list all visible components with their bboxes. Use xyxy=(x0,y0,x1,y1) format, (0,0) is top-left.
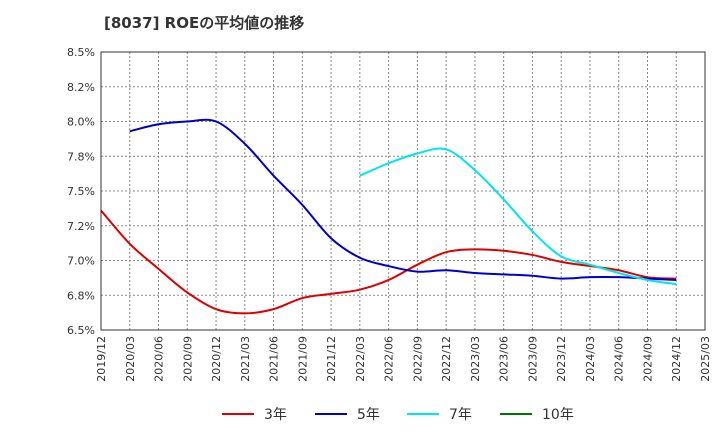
y-tick-label: 7.0% xyxy=(67,255,95,268)
y-tick-label: 7.8% xyxy=(67,150,95,163)
legend-label-2: 5年 xyxy=(357,407,380,423)
x-tick-label: 2022/12 xyxy=(440,336,453,382)
chart-title: [8037] ROEの平均値の推移 xyxy=(104,14,305,32)
x-tick-label: 2021/12 xyxy=(325,336,338,382)
x-tick-label: 2025/03 xyxy=(699,336,712,382)
y-tick-label: 7.2% xyxy=(67,220,95,233)
y-tick-label: 7.5% xyxy=(67,185,95,198)
x-tick-label: 2022/06 xyxy=(383,336,396,382)
x-tick-label: 2021/09 xyxy=(296,336,309,382)
x-tick-label: 2023/09 xyxy=(526,336,539,382)
x-tick-label: 2023/03 xyxy=(469,336,482,382)
series-line-3-7年 xyxy=(359,147,677,286)
series-lines xyxy=(100,118,677,315)
y-tick-label: 8.5% xyxy=(67,46,95,59)
x-axis-ticks: 2019/12 2020/03 2020/06 2020/09 2020/12 2021/… xyxy=(95,336,712,382)
x-tick-label: 2020/03 xyxy=(124,336,137,382)
x-tick-label: 2023/12 xyxy=(555,336,568,382)
legend-label-1: 3年 xyxy=(264,407,287,423)
y-tick-label: 8.2% xyxy=(67,81,95,94)
y-axis-ticks: 6.5% 6.8% 7.0% 7.2% 7.5% 7.8% 8.0% 8.2% 8.5% xyxy=(67,46,95,337)
x-tick-label: 2022/09 xyxy=(411,336,424,382)
x-tick-label: 2023/06 xyxy=(498,336,511,382)
x-tick-label: 2021/03 xyxy=(239,336,252,382)
x-tick-label: 2020/06 xyxy=(153,336,166,382)
y-tick-label: 6.8% xyxy=(67,289,95,302)
x-tick-label: 2020/09 xyxy=(181,336,194,382)
plot-area xyxy=(100,51,706,331)
x-tick-label: 2019/12 xyxy=(95,336,108,382)
legend: 3年 5年 7年 10年 xyxy=(222,407,574,423)
series-line-1-3年 xyxy=(100,209,677,315)
x-tick-label: 2024/03 xyxy=(584,336,597,382)
series-line-2-5年 xyxy=(129,118,677,281)
x-tick-label: 2024/06 xyxy=(613,336,626,382)
x-tick-label: 2020/12 xyxy=(210,336,223,382)
y-tick-label: 6.5% xyxy=(67,324,95,337)
y-tick-label: 8.0% xyxy=(67,116,95,129)
grid xyxy=(101,52,705,330)
legend-label-4: 10年 xyxy=(542,407,574,423)
x-tick-label: 2022/03 xyxy=(354,336,367,382)
x-tick-label: 2024/09 xyxy=(641,336,654,382)
legend-label-3: 7年 xyxy=(449,407,472,423)
x-tick-label: 2024/12 xyxy=(670,336,683,382)
x-tick-label: 2021/06 xyxy=(268,336,281,382)
